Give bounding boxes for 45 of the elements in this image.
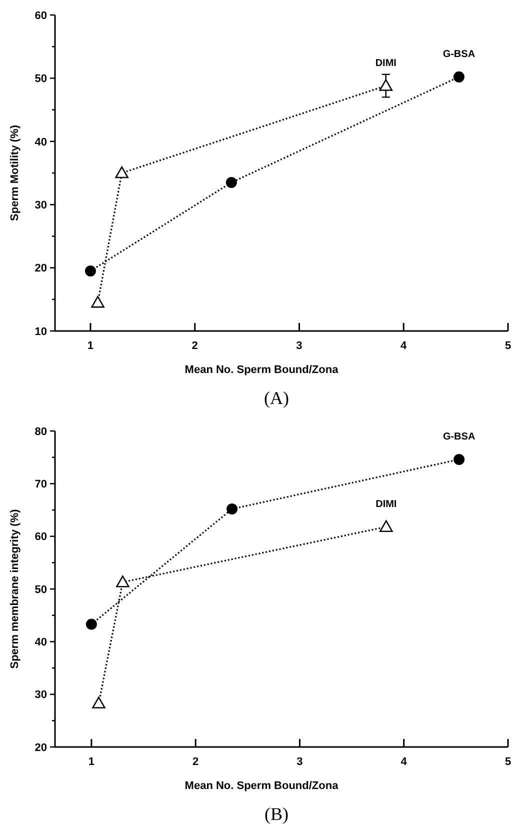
y-tick-label: 70 [34,478,47,491]
y-tick-label: 40 [34,636,47,649]
y-tick-label: 50 [34,584,47,596]
point [86,618,97,630]
y-tick-label: 10 [34,326,47,338]
x-tick-label: 3 [296,756,303,768]
point [92,696,106,708]
point [115,166,128,178]
series-label: DIMI [375,58,397,69]
y-tick-label: 30 [34,199,47,212]
x-tick-label: 4 [400,756,408,768]
x-axis-title: Mean No. Sperm Bound/Zona [184,364,340,376]
point [454,454,465,465]
series-label: G-BSA [442,431,476,442]
point [453,71,464,82]
point [379,79,393,91]
y-tick-label: 80 [34,426,47,438]
y-tick-label: 40 [34,136,47,148]
x-tick-label: 3 [296,340,302,352]
x-tick-label: 5 [504,756,512,768]
x-tick-label: 2 [192,340,198,352]
series-label: G-BSA [442,48,476,60]
x-tick-label: 1 [88,756,95,768]
y-axis-title: Sperm membrane integrity (%) [9,508,21,669]
x-tick-label: 5 [504,340,512,352]
y-tick-label: 20 [34,262,47,275]
point [84,265,96,276]
y-axis-title: Sperm Motility (%) [9,124,21,221]
x-axis-title: Mean No. Sperm Bound/Zona [184,780,340,792]
x-tick-label: 4 [400,340,408,352]
point [91,296,104,308]
point [226,176,237,188]
point [380,520,393,532]
y-tick-label: 60 [34,531,47,544]
y-tick-label: 20 [34,742,47,754]
point [116,576,130,588]
point [226,503,238,514]
series-label: DIMI [376,498,397,510]
y-tick-label: 30 [34,689,47,702]
x-tick-label: 2 [192,756,199,768]
text: (A) [264,388,289,408]
y-tick-label: 60 [34,10,47,22]
y-tick-label: 50 [34,73,47,86]
text: (B) [264,804,288,824]
x-tick-label: 1 [87,340,94,352]
